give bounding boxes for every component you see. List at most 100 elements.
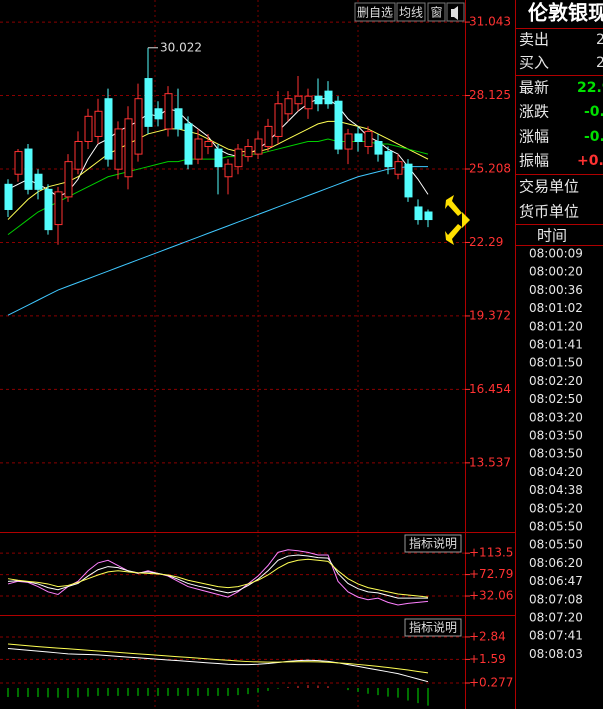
indicator-line: [7, 166, 428, 316]
y-tick-label: 31.043: [469, 15, 511, 29]
row-label: 买入: [519, 54, 549, 72]
row-label: 卖出: [519, 31, 549, 49]
row-label: 最新: [519, 79, 549, 97]
time-entry: 08:00:09: [529, 247, 583, 261]
indicator-line: [7, 643, 429, 674]
candle-body: [204, 141, 213, 148]
row-value: -0.0: [584, 129, 603, 145]
quote-panel: 伦敦银现 卖出 2 买入 2 最新 22.9 涨跌 -0.0 涨幅 -0.0 振…: [516, 1, 603, 661]
candle-body: [164, 93, 173, 130]
candle-body: [74, 141, 83, 170]
toolbar-label[interactable]: 删自选: [357, 6, 393, 20]
candle-body: [44, 188, 53, 231]
row-label: 振幅: [519, 152, 549, 170]
candle-body: [54, 191, 63, 226]
candle-body: [24, 148, 33, 190]
time-entry: 08:05:50: [529, 538, 583, 552]
toolbar-button[interactable]: [427, 2, 446, 22]
y-tick-label: 22.29: [469, 235, 503, 249]
candle-body: [94, 110, 103, 137]
candle-body: [344, 133, 353, 150]
candle-body: [254, 138, 263, 155]
y-tick-label: 19.372: [469, 308, 511, 322]
time-entry: 08:02:20: [529, 374, 583, 388]
y-tick-label: 13.537: [469, 455, 511, 469]
time-entry: 08:00:36: [529, 283, 583, 297]
candle-body: [174, 108, 183, 130]
time-entry: 08:01:20: [529, 319, 583, 333]
time-header: 时间: [537, 227, 567, 245]
time-entry: 08:01:50: [529, 356, 583, 370]
time-entry: 08:01:02: [529, 301, 583, 315]
candle-body: [304, 95, 313, 110]
toolbar-label[interactable]: 窗: [430, 6, 442, 20]
candle-body: [244, 146, 253, 158]
candle-body: [294, 95, 303, 105]
toolbar: 删自选 均线 窗: [354, 2, 465, 22]
time-entry: 08:01:41: [529, 338, 583, 352]
cursor-arrows: [445, 195, 470, 245]
candle-body: [64, 161, 73, 198]
indicator-button-label[interactable]: 指标说明: [409, 620, 457, 635]
time-entry: 08:07:08: [529, 592, 583, 606]
vertical-grid: [154, 0, 359, 709]
time-entry: 08:05:50: [529, 520, 583, 534]
indicator-button[interactable]: [404, 534, 462, 553]
time-entry: 08:02:50: [529, 392, 583, 406]
candle-body: [84, 115, 93, 143]
candle-body: [114, 128, 123, 170]
candle-body: [394, 161, 403, 175]
indicator-button[interactable]: [404, 618, 462, 637]
chart-layer: 31.043 28.125 25.208 22.29 19.372 16.454 13.53…: [0, 15, 513, 706]
time-entry: 08:00:20: [529, 265, 583, 279]
candle-body: [274, 103, 283, 137]
y-tick-label: +1.59: [469, 652, 506, 666]
candle-body: [14, 151, 23, 175]
time-entry: 08:03:50: [529, 429, 583, 443]
candle-body: [424, 211, 433, 221]
candle-body: [384, 151, 393, 168]
candle-body: [214, 148, 223, 168]
row-value: +0.2: [577, 153, 603, 169]
indicator-line: [7, 554, 428, 599]
candle-body: [374, 141, 383, 155]
time-entry: 08:04:38: [529, 483, 583, 497]
indicator-button-label[interactable]: 指标说明: [409, 536, 457, 551]
y-tick-label: 28.125: [469, 88, 511, 102]
candle-body: [4, 183, 13, 210]
candle-body: [364, 130, 373, 148]
toolbar-button[interactable]: [354, 2, 396, 22]
candle-body: [234, 148, 243, 168]
candle-body: [264, 125, 273, 148]
toolbar-button[interactable]: [396, 2, 426, 22]
time-entry: 08:07:41: [529, 629, 583, 643]
unit-label: 货币单位: [519, 203, 579, 221]
candle-body: [34, 173, 43, 190]
candle-body: [224, 163, 233, 178]
candle-body: [124, 118, 133, 178]
row-value: 2: [596, 32, 603, 48]
y-tick-label: 25.208: [469, 161, 511, 175]
y-tick-label: +113.5: [469, 546, 513, 560]
candle-body: [354, 133, 363, 143]
candle-body: [184, 123, 193, 165]
indicator-line: [7, 549, 429, 606]
time-entry: 08:04:20: [529, 465, 583, 479]
time-entry: 08:06:20: [529, 556, 583, 570]
toolbar-label[interactable]: 均线: [399, 6, 423, 20]
candle-body: [404, 163, 413, 198]
indicator-line: [7, 647, 429, 683]
y-tick-label: +72.79: [469, 567, 513, 581]
row-label: 涨跌: [519, 103, 549, 121]
candle-body: [324, 90, 333, 105]
time-entry: 08:08:03: [529, 647, 583, 661]
candle-body: [284, 98, 293, 115]
y-tick-label: +0.277: [469, 675, 513, 689]
candle-body: [104, 98, 113, 160]
time-entry: 08:03:20: [529, 410, 583, 424]
toolbar-icon: [451, 6, 458, 20]
candle-body: [314, 95, 323, 105]
